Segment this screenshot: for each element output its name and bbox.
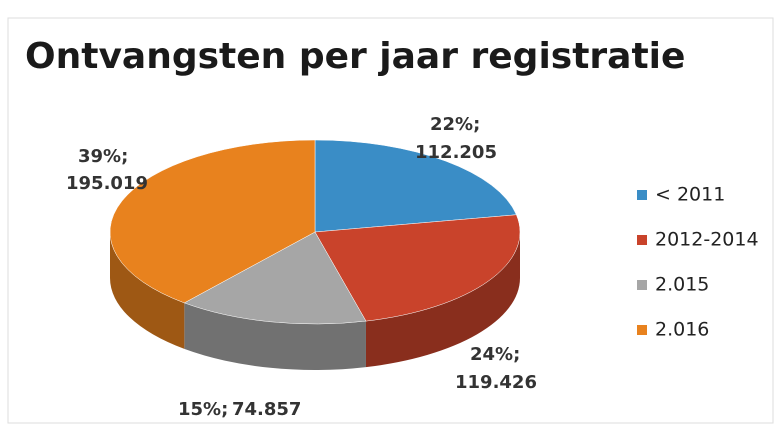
- legend-swatch: [637, 280, 647, 290]
- data-label-amount: 119.426: [455, 372, 537, 393]
- data-label-amount: 195.019: [66, 173, 148, 194]
- chart-title: Ontvangsten per jaar registratie: [25, 36, 685, 77]
- legend-label: < 2011: [655, 184, 725, 206]
- slice-side: [365, 232, 520, 368]
- slice: [314, 214, 521, 322]
- slice: [109, 139, 316, 304]
- legend-swatch: [637, 235, 647, 245]
- slice: [183, 231, 367, 325]
- data-label: 39%;: [78, 146, 128, 167]
- data-label-amount: 112.205: [415, 142, 497, 163]
- legend-swatch: [637, 325, 647, 335]
- slice-side: [110, 232, 185, 349]
- data-label-amount: 74.857: [232, 399, 301, 420]
- legend-label: 2012-2014: [655, 229, 759, 251]
- slice: [314, 139, 517, 233]
- legend-label: 2.016: [655, 319, 709, 341]
- frame: [7, 17, 774, 424]
- data-label: 15%;: [178, 399, 228, 420]
- slice-side: [184, 302, 366, 370]
- data-label: 24%;: [470, 344, 520, 365]
- legend-swatch: [637, 190, 647, 200]
- legend-label: 2.015: [655, 274, 709, 296]
- data-label: 22%;: [430, 114, 480, 135]
